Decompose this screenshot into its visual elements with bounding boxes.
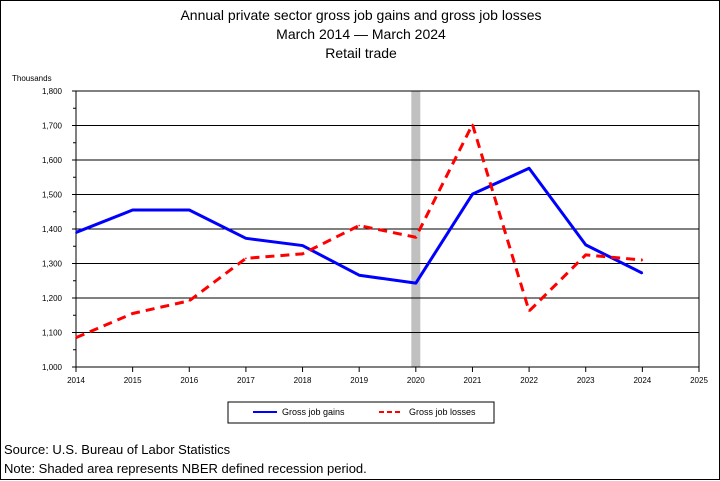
chart-subtitle-industry: Retail trade: [325, 45, 397, 61]
data-point-losses: [415, 236, 417, 239]
data-point-gains: [245, 237, 247, 240]
data-point-losses: [528, 310, 530, 312]
y-tick-label: 1,700: [42, 122, 63, 131]
data-point-losses: [131, 312, 134, 315]
x-tick-label: 2021: [464, 376, 482, 385]
chart-titles: Annual private sector gross job gains an…: [180, 7, 541, 61]
y-tick-label: 1,800: [42, 87, 63, 96]
y-axis-unit-label: Thousands: [12, 74, 52, 83]
x-tick-label: 2022: [520, 376, 538, 385]
legend: Gross job gains Gross job losses: [227, 401, 495, 424]
x-tick-label: 2016: [180, 376, 198, 385]
data-point-gains: [471, 193, 474, 195]
data-point-gains: [301, 244, 304, 247]
legend-label-losses: Gross job losses: [409, 407, 476, 417]
legend-box: [227, 401, 495, 424]
data-point-losses: [471, 123, 474, 126]
data-point-losses: [75, 336, 77, 339]
data-point-losses: [188, 299, 191, 302]
y-tick-label: 1,600: [42, 156, 63, 165]
data-point-losses: [358, 224, 360, 227]
data-point-gains: [415, 282, 417, 284]
data-point-gains: [358, 274, 360, 277]
data-point-gains: [584, 244, 587, 246]
x-tick-label: 2025: [690, 376, 708, 385]
x-tick-label: 2024: [633, 376, 651, 385]
y-tick-label: 1,200: [42, 294, 63, 303]
x-tick-label: 2020: [407, 376, 425, 385]
plot-border: [75, 90, 700, 368]
plot-area: 1,000 1,100 1,200 1,300 1,400 1,500 1,600 1,700…: [42, 87, 708, 385]
recession-note: Note: Shaded area represents NBER define…: [4, 461, 367, 476]
x-tick-label: 2017: [237, 376, 255, 385]
y-tick-label: 1,000: [42, 363, 63, 372]
data-point-gains: [75, 231, 77, 234]
source-note: Source: U.S. Bureau of Labor Statistics: [4, 442, 231, 457]
y-tick-label: 1,500: [42, 191, 63, 200]
data-point-gains: [131, 209, 134, 211]
data-point-gains: [641, 272, 644, 274]
series-line-gross-job-losses: [75, 122, 643, 340]
y-tick-label: 1,400: [42, 225, 63, 234]
y-tick-label: 1,100: [42, 329, 63, 338]
data-point-losses: [584, 254, 587, 256]
legend-label-gains: Gross job gains: [282, 407, 345, 417]
chart-title: Annual private sector gross job gains an…: [180, 7, 541, 23]
data-point-losses: [245, 257, 247, 260]
data-point-gains: [188, 209, 191, 211]
x-tick-label: 2015: [124, 376, 142, 385]
data-point-losses: [301, 253, 304, 255]
data-point-gains: [528, 167, 530, 170]
y-tick-label: 1,300: [42, 260, 63, 269]
chart-subtitle-period: March 2014 — March 2024: [276, 26, 446, 42]
data-point-losses: [641, 259, 644, 261]
x-tick-label: 2014: [67, 376, 85, 385]
x-tick-label: 2023: [577, 376, 595, 385]
x-tick-label: 2019: [350, 376, 368, 385]
x-tick-label: 2018: [294, 376, 312, 385]
